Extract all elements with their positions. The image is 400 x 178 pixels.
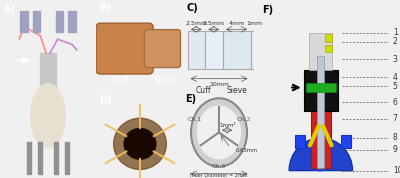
Bar <box>65 142 69 174</box>
Text: 2.5mm: 2.5mm <box>203 21 225 26</box>
Text: 2.5mm: 2.5mm <box>185 21 207 26</box>
Text: 7: 7 <box>393 114 398 123</box>
Bar <box>309 33 332 70</box>
Bar <box>20 11 28 32</box>
Text: 1mm²: 1mm² <box>219 123 236 128</box>
Text: A): A) <box>4 5 16 15</box>
Text: Inner Diameter = 2mm: Inner Diameter = 2mm <box>190 173 248 178</box>
Text: 9: 9 <box>393 145 398 154</box>
Bar <box>38 142 42 174</box>
Text: 8: 8 <box>393 134 398 142</box>
Text: Cuff: Cuff <box>112 76 129 85</box>
Text: 10mm: 10mm <box>209 82 229 87</box>
Text: 4: 4 <box>393 73 398 82</box>
Circle shape <box>124 129 156 159</box>
Bar <box>27 142 31 174</box>
Bar <box>325 44 332 52</box>
Bar <box>68 11 76 32</box>
Text: Ch.2: Ch.2 <box>236 117 251 122</box>
Circle shape <box>197 105 241 159</box>
Text: 3: 3 <box>393 55 398 64</box>
Text: 10: 10 <box>393 166 400 175</box>
Bar <box>54 142 58 174</box>
Text: Ch.1: Ch.1 <box>187 117 202 122</box>
Bar <box>222 31 250 69</box>
Bar <box>188 31 205 69</box>
Text: F): F) <box>262 5 273 15</box>
Text: 1mm: 1mm <box>246 21 262 26</box>
Text: B): B) <box>100 3 111 13</box>
Text: 6: 6 <box>393 98 398 107</box>
Bar <box>304 70 338 111</box>
Bar <box>250 31 258 69</box>
Text: Sieve: Sieve <box>153 76 176 85</box>
Bar <box>311 71 331 168</box>
Text: 1: 1 <box>393 28 398 37</box>
Text: 4mm: 4mm <box>228 21 245 26</box>
Text: 5: 5 <box>393 82 398 91</box>
Bar <box>40 53 56 116</box>
Bar <box>325 34 332 41</box>
Text: Sieve: Sieve <box>226 86 247 95</box>
Bar <box>317 56 324 168</box>
Bar <box>295 135 305 148</box>
FancyBboxPatch shape <box>96 23 153 74</box>
Bar <box>33 11 40 32</box>
Text: C): C) <box>187 3 198 13</box>
Text: 2: 2 <box>393 37 398 46</box>
Circle shape <box>114 118 166 169</box>
Text: Cuff: Cuff <box>196 86 211 95</box>
Wedge shape <box>289 138 352 171</box>
Bar <box>306 83 336 92</box>
Text: Ch.3: Ch.3 <box>212 164 226 169</box>
Bar <box>341 135 351 148</box>
FancyBboxPatch shape <box>144 30 180 68</box>
Circle shape <box>191 98 247 167</box>
Text: 0.63mm: 0.63mm <box>235 148 258 153</box>
Circle shape <box>31 84 65 148</box>
Text: D): D) <box>100 95 112 105</box>
Bar <box>56 11 63 32</box>
Bar <box>205 31 222 69</box>
Text: E): E) <box>185 94 196 104</box>
Text: sss: sss <box>318 169 324 173</box>
